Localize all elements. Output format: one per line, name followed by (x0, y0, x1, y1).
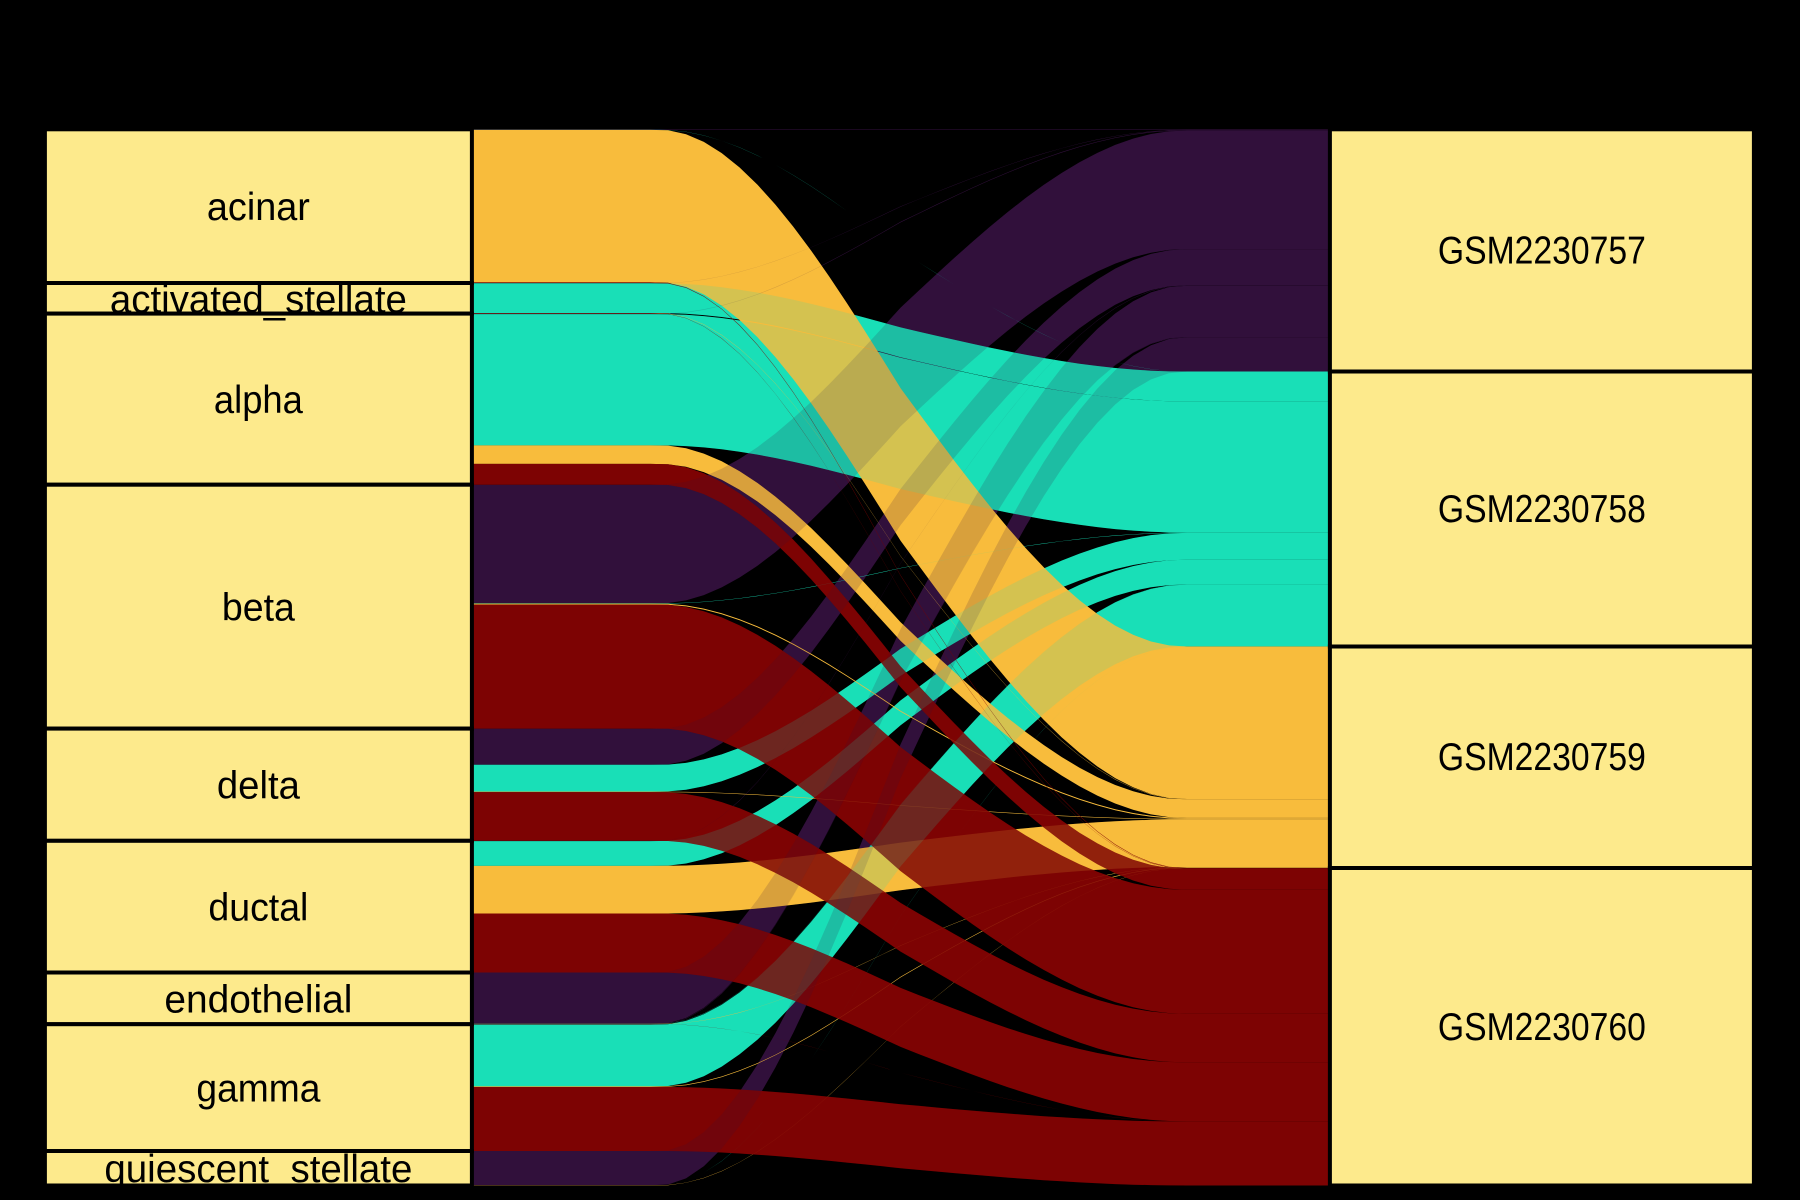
svg-text:activated_stellate: activated_stellate (110, 278, 407, 321)
svg-text:endothelial: endothelial (164, 978, 352, 1021)
svg-text:beta: beta (222, 587, 295, 630)
svg-text:GSM2230757: GSM2230757 (1438, 229, 1646, 272)
svg-text:quiescent_stellate: quiescent_stellate (104, 1148, 412, 1191)
svg-text:acinar: acinar (207, 186, 310, 229)
svg-text:delta: delta (217, 765, 300, 808)
svg-text:ductal: ductal (208, 887, 308, 930)
svg-text:gamma: gamma (196, 1068, 320, 1111)
svg-text:GSM2230758: GSM2230758 (1438, 488, 1646, 531)
svg-text:alpha: alpha (214, 379, 303, 422)
svg-text:GSM2230760: GSM2230760 (1438, 1006, 1646, 1049)
svg-text:GSM2230759: GSM2230759 (1438, 736, 1646, 779)
